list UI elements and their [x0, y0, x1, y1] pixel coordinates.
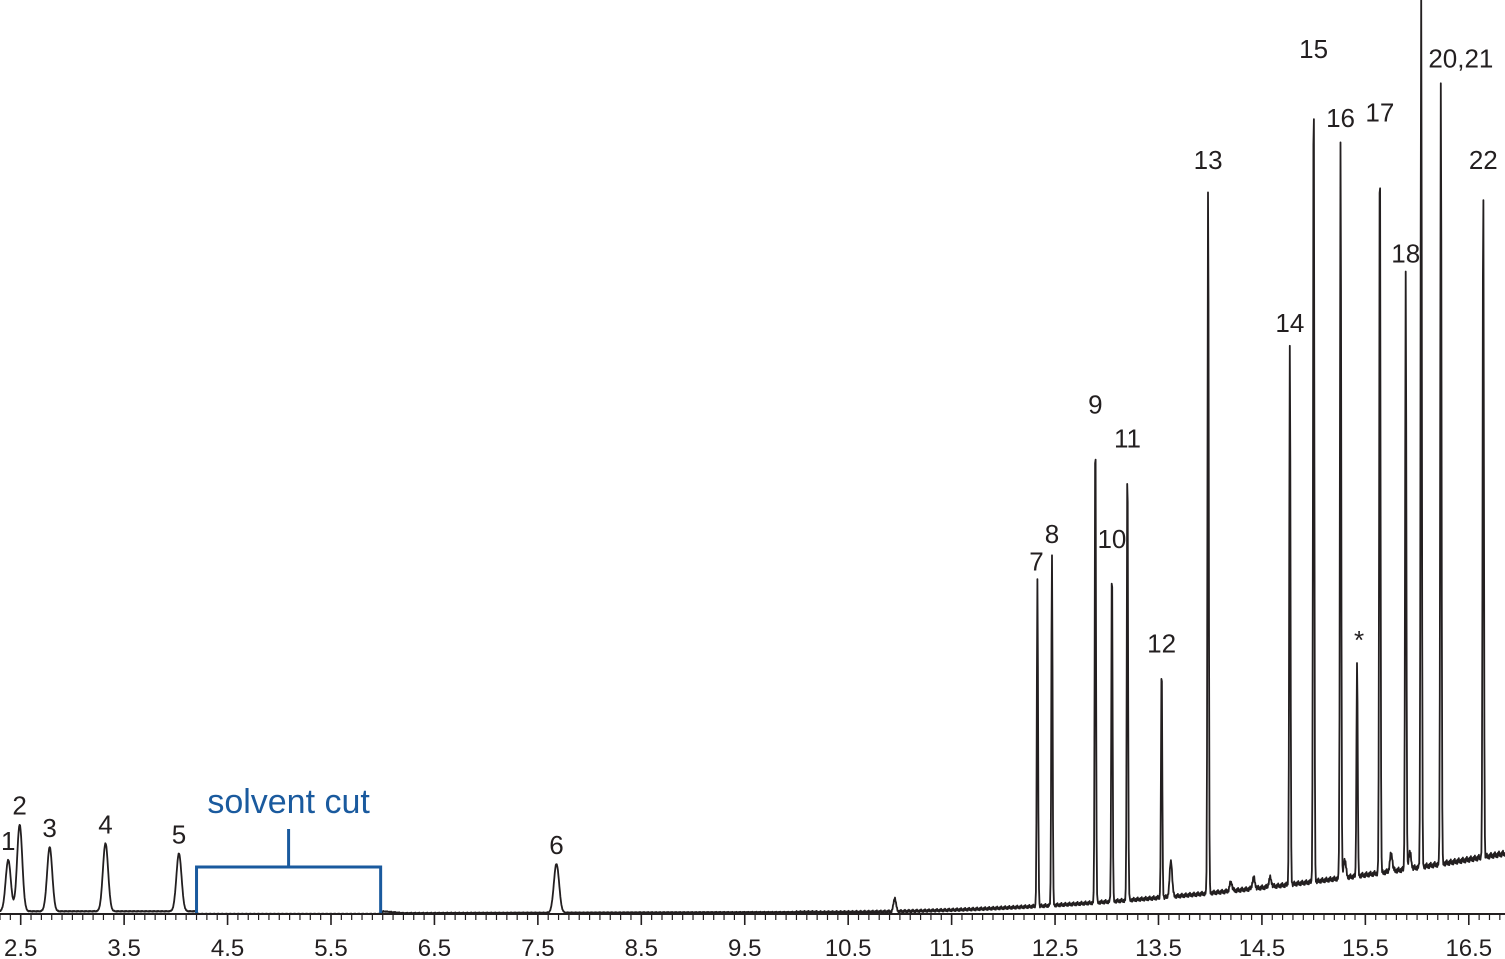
x-tick-labels: 2.5 3.5 4.5 5.5 6.5 7.5 8.5 9.5 10.5 11.5 12.5 13.5… [4, 935, 1492, 959]
x-tick-label: 15.5 [1342, 935, 1389, 959]
chromatogram-line [0, 0, 1505, 915]
x-tick-label: 16.5 [1445, 935, 1492, 959]
peak-label: 22 [1469, 145, 1498, 175]
x-tick-label: 12.5 [1032, 935, 1079, 959]
peak-label: 5 [172, 819, 186, 849]
peak-label: 17 [1365, 98, 1394, 128]
peak-label: 16 [1326, 103, 1355, 133]
solvent-cut-annotation: solvent cut [195, 783, 383, 913]
peak-label: 14 [1275, 308, 1304, 338]
x-tick-label: 14.5 [1239, 935, 1286, 959]
peak-label: 20,21 [1428, 43, 1493, 73]
chromatogram-trace [0, 0, 1505, 915]
x-tick-label: 10.5 [825, 935, 872, 959]
peak-label: 11 [1114, 423, 1141, 453]
peak-label: 1 [1, 826, 15, 856]
peak-label: 18 [1391, 239, 1420, 269]
peak-label: 8 [1045, 519, 1059, 549]
peak-label: 7 [1029, 547, 1043, 577]
x-tick-label: 6.5 [418, 935, 451, 959]
x-tick-label: 2.5 [4, 935, 37, 959]
x-tick-label: 5.5 [314, 935, 347, 959]
x-tick-label: 7.5 [521, 935, 554, 959]
peak-label: * [1354, 625, 1364, 655]
peak-label: 13 [1194, 145, 1223, 175]
x-tick-label: 9.5 [728, 935, 761, 959]
x-axis [0, 913, 1505, 925]
x-tick-label: 4.5 [211, 935, 244, 959]
x-tick-label: 11.5 [929, 935, 974, 959]
solvent-cut-label: solvent cut [207, 783, 370, 821]
peak-label: 12 [1147, 628, 1176, 658]
solvent-cut-bracket [195, 865, 383, 913]
peak-label: 3 [42, 813, 56, 843]
x-tick-label: 13.5 [1135, 935, 1182, 959]
x-tick-label: 8.5 [625, 935, 658, 959]
x-tick-label: 3.5 [107, 935, 140, 959]
peak-label: 10 [1097, 524, 1126, 554]
peak-label: 4 [98, 809, 112, 839]
peak-label: 15 [1299, 34, 1328, 64]
peak-label: 6 [549, 830, 563, 860]
peak-label: 2 [12, 791, 26, 821]
peak-label: 9 [1088, 389, 1102, 419]
